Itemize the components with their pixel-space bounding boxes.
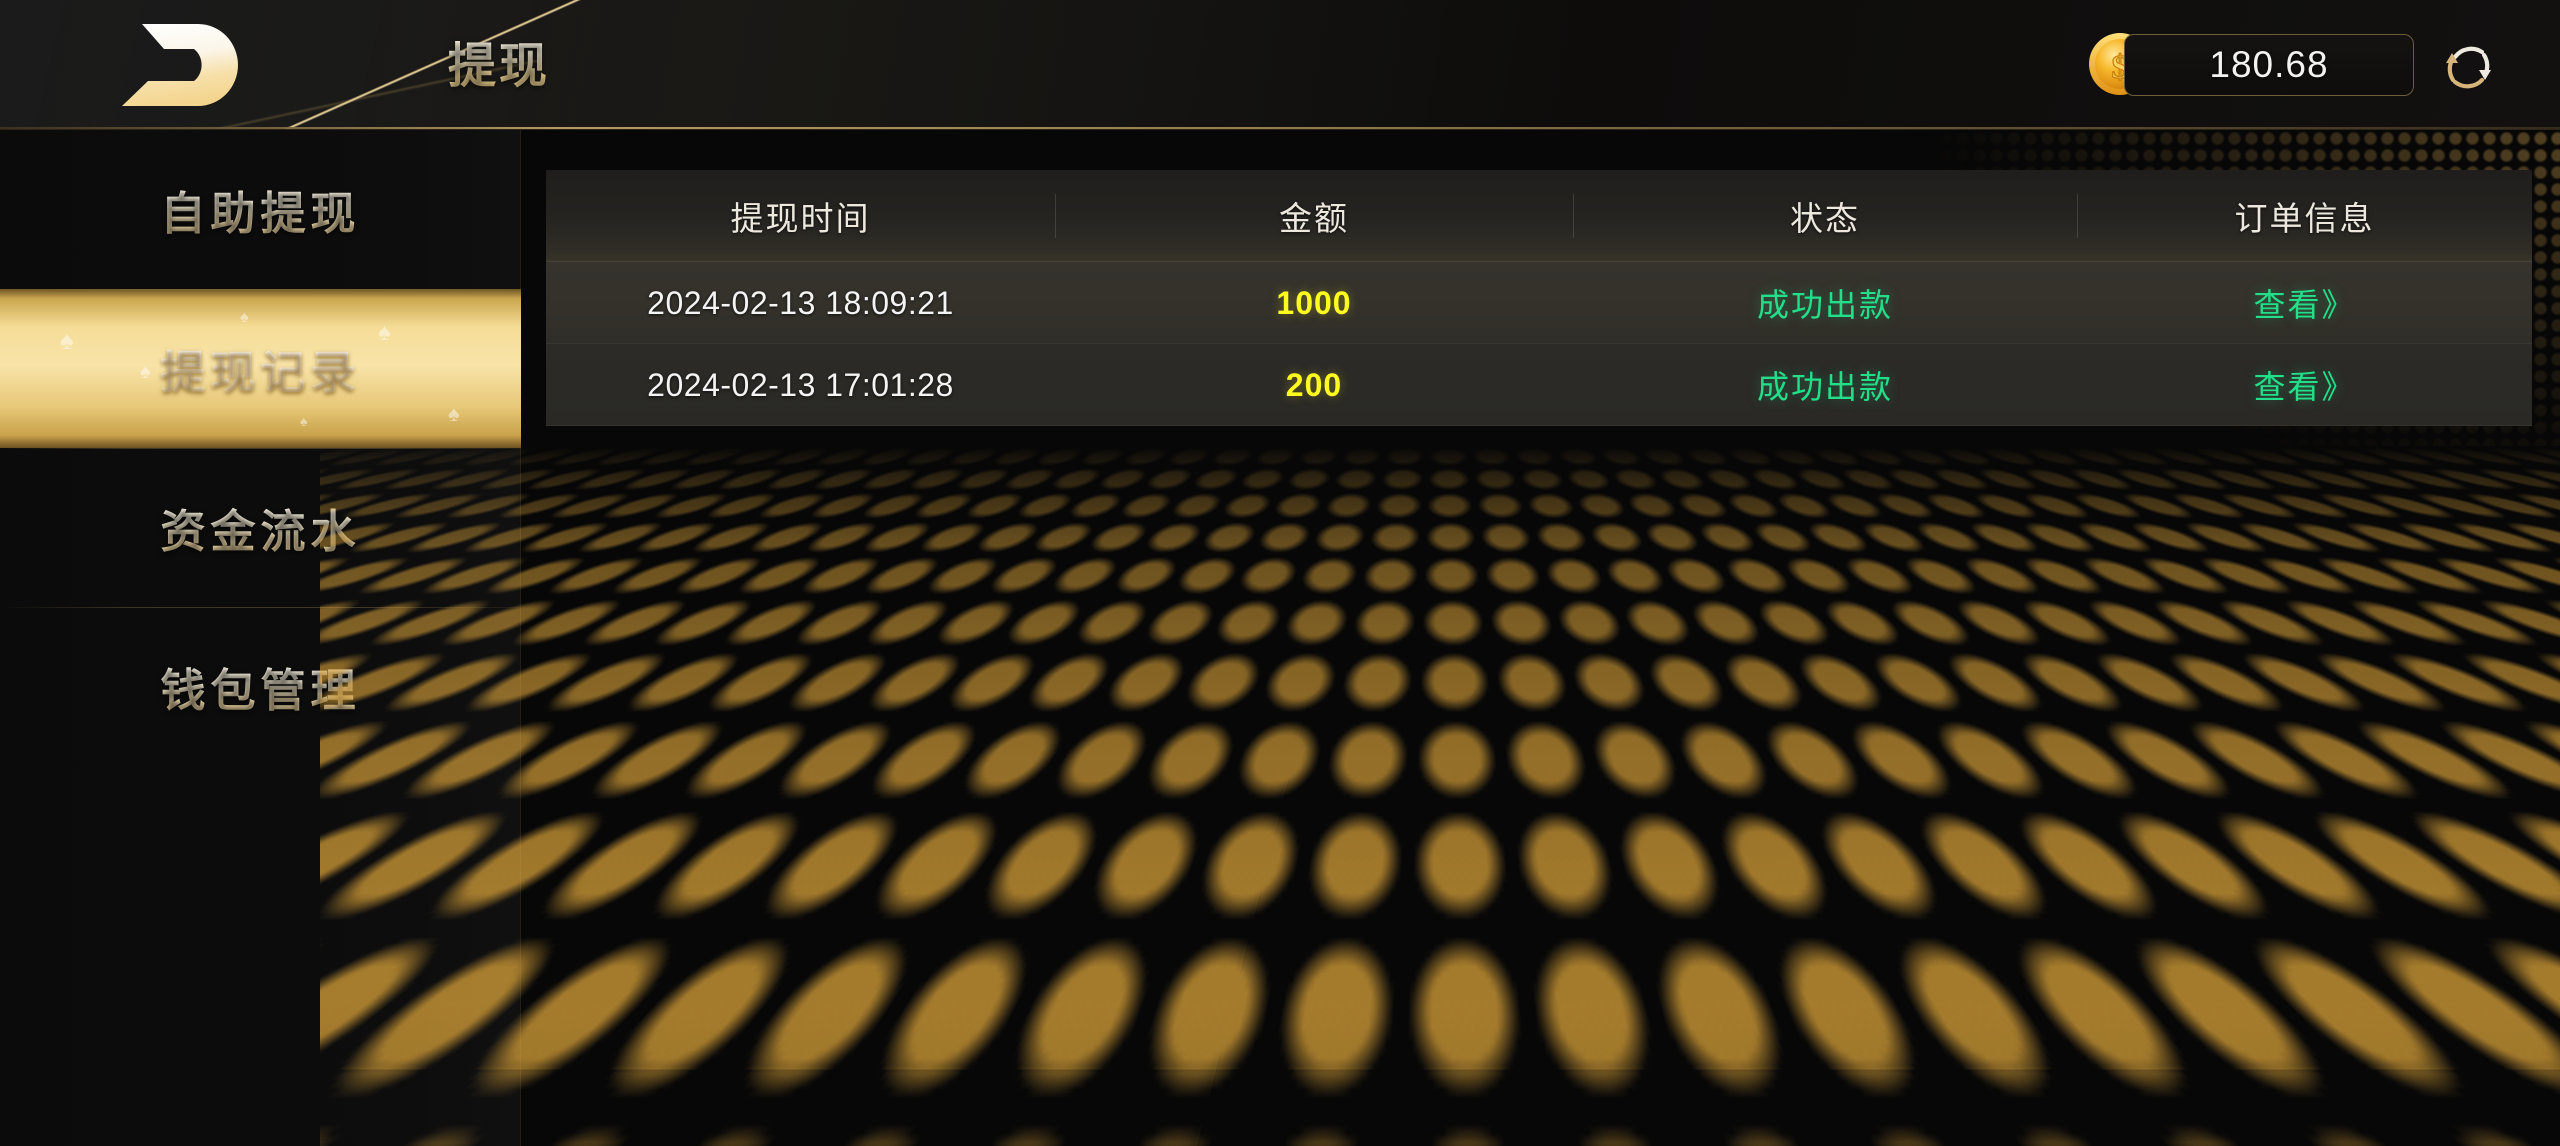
table-header-row: 提现时间 金额 状态 订单信息 bbox=[546, 170, 2532, 262]
header-bottom-gold-rule bbox=[0, 127, 2560, 129]
cell-time: 2024-02-13 18:09:21 bbox=[647, 284, 954, 321]
balance-display[interactable]: 180.68 bbox=[2124, 34, 2414, 96]
page-title: 提现 bbox=[448, 26, 550, 96]
column-header-status: 状态 bbox=[1573, 192, 2077, 240]
sidebar-item-label: 自助提现 bbox=[160, 177, 360, 242]
cell-amount: 1000 bbox=[1276, 284, 1352, 321]
sidebar-item-fund-flow[interactable]: 资金流水 bbox=[0, 448, 521, 607]
table-row[interactable]: 2024-02-13 18:09:21 1000 成功出款 查看》 bbox=[546, 262, 2532, 344]
logo-d-glyph bbox=[122, 24, 238, 106]
refresh-icon[interactable] bbox=[2438, 36, 2498, 96]
brand-logo-d-icon[interactable] bbox=[108, 18, 238, 112]
cell-time: 2024-02-13 17:01:28 bbox=[647, 366, 954, 403]
column-header-order: 订单信息 bbox=[2077, 192, 2532, 240]
app-header: 提现 $ 180.68 bbox=[0, 0, 2560, 130]
sparkle-decoration: ♠ ♠ ♠ ♠ ♠ ♠ bbox=[60, 309, 460, 429]
sidebar-item-withdraw-records[interactable]: ♠ ♠ ♠ ♠ ♠ ♠ 提现记录 bbox=[0, 289, 521, 448]
sidebar-item-self-withdraw[interactable]: 自助提现 bbox=[0, 130, 521, 289]
withdraw-records-table: 提现时间 金额 状态 订单信息 2024-02-13 18:09:21 1000… bbox=[546, 170, 2532, 426]
decorative-perspective-dot-field bbox=[320, 446, 2560, 1146]
cell-status: 成功出款 bbox=[1756, 369, 1893, 405]
sidebar-item-label: 提现记录 bbox=[160, 336, 360, 401]
view-order-link[interactable]: 查看》 bbox=[2253, 287, 2356, 323]
sidebar-item-label: 资金流水 bbox=[160, 495, 360, 560]
balance-value: 180.68 bbox=[2209, 44, 2329, 85]
sidebar-item-label: 钱包管理 bbox=[160, 654, 360, 719]
sidebar-item-wallet-management[interactable]: 钱包管理 bbox=[0, 607, 521, 766]
dot-field-vignette bbox=[320, 446, 2560, 1146]
column-header-amount: 金额 bbox=[1055, 192, 1573, 240]
view-order-link[interactable]: 查看》 bbox=[2253, 369, 2356, 405]
cell-status: 成功出款 bbox=[1756, 287, 1893, 323]
sidebar-nav: 自助提现 ♠ ♠ ♠ ♠ ♠ ♠ 提现记录 资金流水 钱包管理 bbox=[0, 130, 521, 1146]
column-header-time: 提现时间 bbox=[730, 200, 871, 237]
table-row[interactable]: 2024-02-13 17:01:28 200 成功出款 查看》 bbox=[546, 344, 2532, 426]
cell-amount: 200 bbox=[1285, 366, 1343, 403]
